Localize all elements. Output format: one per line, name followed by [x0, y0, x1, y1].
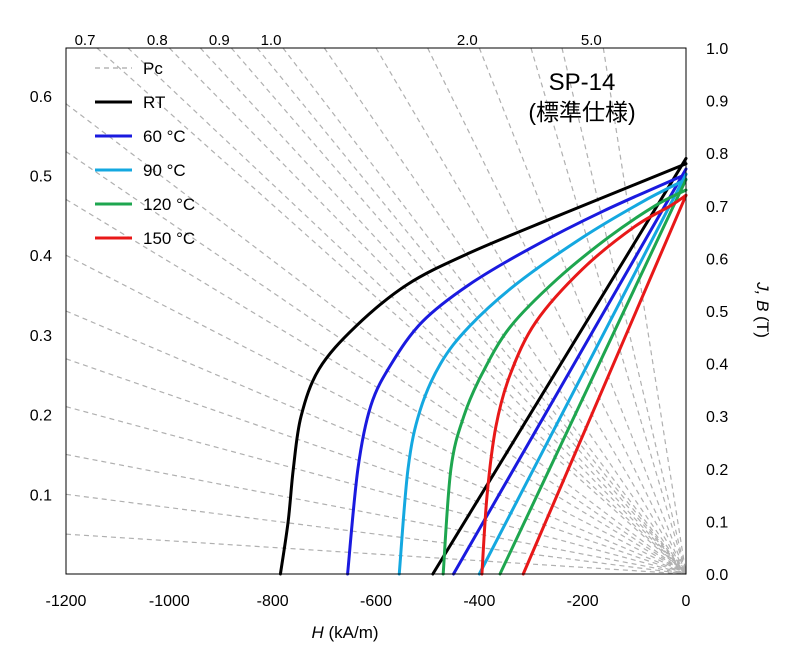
pc-line-top-6	[127, 47, 687, 575]
pc-top-label: 0.8	[147, 32, 168, 49]
series-2-J-curve	[346, 172, 688, 576]
pc-top-label: 2.0	[457, 32, 478, 49]
pc-line-left-8	[65, 151, 687, 575]
right-tick-label: 0.9	[706, 94, 728, 111]
right-tick-label: 0.1	[706, 514, 728, 531]
pc-top-label: 5.0	[581, 32, 602, 49]
x-tick-label: -200	[567, 593, 599, 610]
left-axis-ticks: 0.1 0.2 0.3 0.4 0.5 0.6	[30, 89, 52, 504]
left-tick-label: 0.1	[30, 487, 52, 504]
pc-line-left-2	[65, 453, 687, 575]
legend-label: 90 °C	[143, 161, 186, 180]
left-tick-label: 0.3	[30, 328, 52, 345]
pc-line-left-5	[65, 310, 687, 575]
series-3-B-curve	[477, 172, 688, 576]
chart-title: SP-14	[549, 69, 616, 96]
x-axis-title: H (kA/m)	[311, 623, 378, 642]
left-tick-label: 0.4	[30, 248, 52, 265]
legend-label: 60 °C	[143, 127, 186, 146]
plot-frame	[65, 47, 687, 575]
pc-line-top-8	[256, 47, 687, 575]
right-tick-label: 0.4	[706, 357, 728, 374]
chart-subtitle: (標準仕様)	[528, 99, 635, 125]
pc-line-left-4	[65, 358, 687, 575]
x-tick-label: -600	[360, 593, 392, 610]
series-4-B-curve	[498, 178, 688, 576]
right-tick-label: 0.7	[706, 199, 728, 216]
pc-top-labels: 0.7 0.8 0.9 1.0 2.0 5.0	[75, 32, 602, 49]
pc-line-top-10	[375, 47, 687, 575]
series-1-B-curve	[431, 156, 688, 576]
x-tick-label: -1200	[46, 593, 87, 610]
pc-line-top-5	[602, 47, 687, 575]
series-3-J-curve	[397, 178, 688, 576]
pc-top-label: 0.9	[209, 32, 230, 49]
legend-label: Pc	[143, 59, 163, 78]
pc-line-left-9	[65, 103, 687, 575]
left-tick-label: 0.2	[30, 408, 52, 425]
pc-line-top-9	[323, 47, 687, 575]
pc-line-top-11	[427, 47, 687, 575]
pc-line-left-7	[65, 198, 687, 575]
pc-line-top-3	[282, 47, 687, 575]
pc-line-left-1	[65, 493, 687, 575]
series-5-B-curve	[521, 193, 688, 576]
pc-top-label: 0.7	[75, 32, 96, 49]
right-axis-ticks: 0.0 0.1 0.2 0.3 0.4 0.5 0.6 0.7 0.8 0.9 1.0	[706, 41, 728, 584]
right-tick-label: 0.8	[706, 146, 728, 163]
legend-label: 120 °C	[143, 195, 195, 214]
left-tick-label: 0.6	[30, 89, 52, 106]
pc-top-label: 1.0	[261, 32, 282, 49]
legend: Pc RT 60 °C 90 °C 120 °C 150 °C	[95, 59, 195, 248]
x-tick-label: -1000	[149, 593, 190, 610]
pc-line-left-0	[65, 533, 687, 575]
series-curves	[278, 156, 688, 576]
x-tick-label: -800	[257, 593, 289, 610]
pc-line-top-12	[530, 47, 687, 575]
pc-line-top-0	[96, 47, 687, 575]
right-tick-label: 0.0	[706, 567, 728, 584]
series-4-J-curve	[441, 188, 688, 576]
x-tick-label: 0	[682, 593, 691, 610]
right-tick-label: 1.0	[706, 41, 728, 58]
pc-line-top-4	[478, 47, 687, 575]
right-tick-label: 0.3	[706, 409, 728, 426]
legend-label: 150 °C	[143, 229, 195, 248]
pc-line-left-6	[65, 254, 687, 575]
left-tick-label: 0.5	[30, 169, 52, 186]
pc-line-left-3	[65, 406, 687, 575]
pc-line-top-2	[230, 47, 687, 575]
series-2-B-curve	[452, 167, 688, 576]
series-1-J-curve	[278, 162, 688, 576]
right-tick-label: 0.2	[706, 462, 728, 479]
right-tick-label: 0.5	[706, 304, 728, 321]
series-5-J-curve	[480, 193, 688, 576]
pc-line-top-7	[199, 47, 687, 575]
right-tick-label: 0.6	[706, 251, 728, 268]
x-axis-ticks: -1200 -1000 -800 -600 -400 -200 0	[46, 593, 691, 610]
y-axis-title: J, B (T)	[753, 281, 772, 338]
legend-label: RT	[143, 93, 165, 112]
pc-line-top-1	[168, 47, 687, 575]
x-tick-label: -400	[463, 593, 495, 610]
